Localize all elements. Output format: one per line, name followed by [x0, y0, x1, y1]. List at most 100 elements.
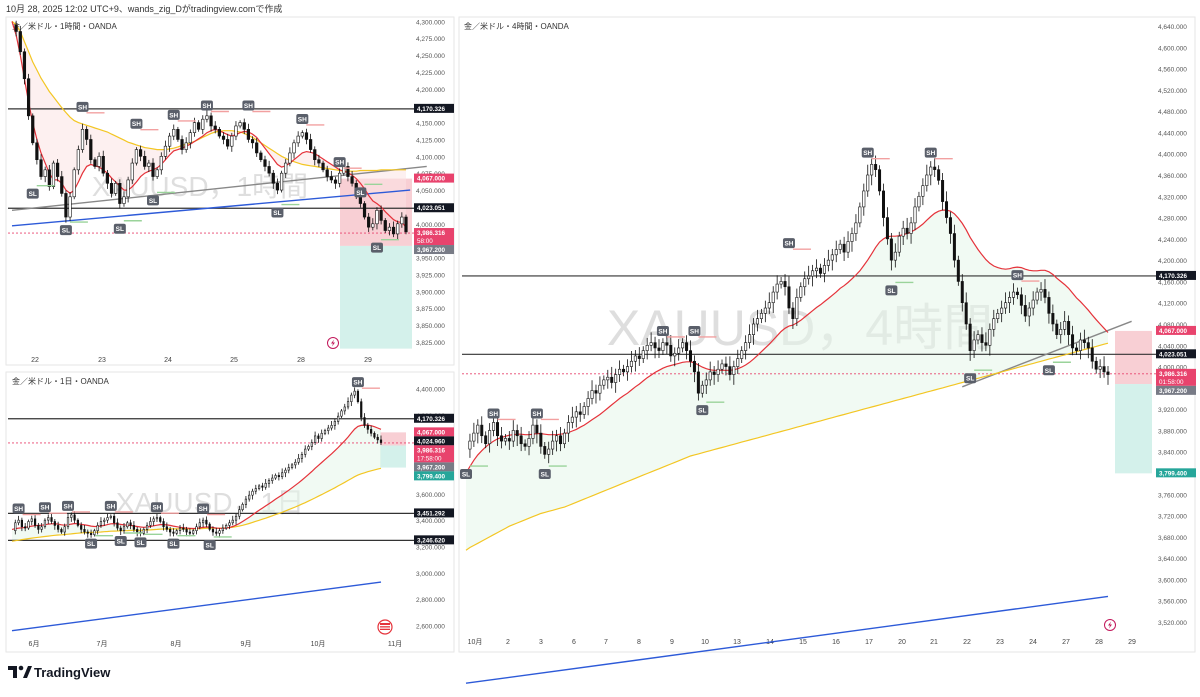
h4-candle-body [874, 164, 878, 170]
h1-xtick-label: 25 [230, 357, 238, 364]
h4-candle-body [574, 411, 578, 418]
h1-candle [379, 205, 383, 225]
h1-candle [184, 137, 188, 153]
h1-candle [168, 132, 172, 152]
h1-candle-body [263, 159, 267, 167]
h1-candle [176, 126, 180, 142]
h4-candle [913, 198, 917, 231]
h4-candle-body [535, 424, 539, 434]
h4-swing-high-marker: SH [487, 408, 516, 421]
h4-candle-body [578, 411, 582, 415]
h4-candle [752, 318, 756, 345]
h4-candle-body [472, 432, 476, 442]
h4-candle-body [952, 233, 956, 261]
h4-swing-marker-box [688, 325, 701, 336]
d1-swing-high-marker: SH [38, 502, 67, 514]
h4-candle-body [901, 227, 905, 237]
h4-candle-body [692, 360, 696, 373]
h4-candle [704, 372, 708, 395]
h1-candle [387, 223, 392, 236]
h4-trend-line [962, 320, 1132, 388]
h4-candle-body [1102, 366, 1106, 373]
h4-candle [1043, 279, 1047, 304]
h1-candle [151, 158, 155, 181]
h1-candle [43, 166, 47, 183]
h1-ytick-label: 4,275.000 [416, 36, 445, 43]
d1-stop-zone [380, 432, 406, 446]
d1-price-badge-bg [414, 436, 454, 446]
d1-candle-body [228, 522, 231, 526]
d1-candle [185, 526, 188, 537]
h4-swing-marker-text: SH [532, 411, 541, 418]
h4-candle-body [1015, 291, 1019, 296]
h4-candle-body [661, 342, 665, 351]
d1-price-badge-text: 3,799.400 [417, 473, 446, 480]
h1-candle [404, 214, 408, 235]
h4-swing-marker-box [885, 285, 898, 296]
panel-d1[interactable]: 金／米ドル・1日・OANDAXAUUSD，1日4,400.0004,200.00… [8, 376, 454, 648]
tradingview-logo[interactable]: TradingView [8, 665, 111, 680]
d1-candle-body [47, 517, 50, 521]
d1-candle-body [211, 529, 215, 533]
h4-candle [645, 337, 649, 360]
h4-xtick-label: 23 [996, 639, 1004, 646]
h4-candle [633, 350, 637, 372]
h1-candle [313, 146, 317, 166]
h4-swing-high-marker: SH [782, 238, 811, 250]
d1-candle [89, 529, 93, 538]
h1-swing-marker-box [370, 242, 383, 253]
h4-swing-marker-box [530, 408, 543, 419]
d1-candle-body [267, 480, 271, 484]
h4-swing-high-marker: SH [530, 408, 559, 421]
h1-candle-body [396, 223, 400, 235]
h1-candle-body [279, 172, 284, 191]
h4-candle-body [834, 249, 838, 256]
us-flag-event-icon[interactable] [377, 619, 393, 635]
d1-candle [304, 445, 307, 458]
d1-candle-body [238, 509, 241, 517]
h4-candle [488, 423, 492, 453]
h4-candle-body [980, 334, 984, 343]
lightning-icon[interactable] [327, 337, 339, 349]
h4-candle [724, 356, 728, 376]
d1-candle [99, 517, 103, 528]
d1-candle [251, 488, 254, 500]
h1-candle-body [271, 172, 275, 184]
h4-candle-body [842, 243, 846, 253]
h4-candle-body [562, 432, 566, 445]
panel-h1[interactable]: 金／米ドル・1時間・OANDAXAUUSD，1時間4,300.0004,275.… [8, 19, 454, 364]
h4-candle-body [909, 222, 913, 234]
d1-candle-body [198, 522, 201, 528]
h1-ytick-label: 3,875.000 [416, 306, 445, 313]
h1-candle-body [267, 166, 271, 174]
d1-candle [175, 528, 178, 536]
h4-candle-body [523, 443, 527, 447]
h1-candle [109, 178, 114, 198]
d1-candle [287, 463, 290, 474]
h1-candle [213, 121, 217, 134]
d1-price-badge-text: 4,067.000 [417, 429, 446, 436]
d1-candle-body [109, 515, 112, 518]
h4-candle-body [1039, 289, 1043, 293]
h4-price-badge-bg [1156, 349, 1196, 359]
d1-candle [126, 520, 129, 529]
h1-candle-body [379, 210, 383, 221]
panel-h4[interactable]: 金／米ドル・4時間・OANDAXAUUSD，4時間4,640.0004,600.… [460, 21, 1196, 684]
d1-ytick-label: 3,000.000 [416, 571, 445, 578]
d1-candle [50, 513, 53, 524]
h4-candle [779, 277, 783, 289]
lightning-icon[interactable] [1104, 619, 1116, 631]
h4-candle [980, 327, 984, 352]
h4-candle [988, 323, 992, 356]
h1-candle-body [130, 162, 134, 181]
d1-swing-high-marker: SH [12, 503, 41, 516]
h4-candle-body [933, 166, 937, 170]
h1-candle [72, 167, 76, 200]
h4-candle [842, 236, 846, 261]
h4-xtick-label: 21 [930, 639, 938, 646]
h4-candle [562, 428, 566, 449]
h4-candle [905, 217, 909, 240]
h4-candle [759, 308, 763, 324]
h4-candle [862, 183, 866, 216]
h1-ytick-label: 3,850.000 [416, 323, 445, 330]
